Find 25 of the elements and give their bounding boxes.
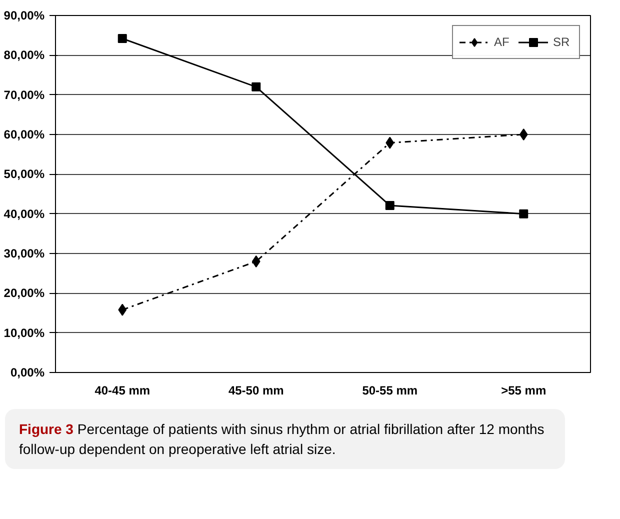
y-tick-label: 50,00% (4, 167, 45, 182)
y-tick-label: 70,00% (4, 88, 45, 102)
x-tick-label: 40-45 mm (94, 384, 150, 398)
point (118, 34, 127, 44)
y-tick-label: 20,00% (4, 286, 45, 300)
y-tick-label: 80,00% (4, 48, 45, 62)
y-tick-label: 40,00% (4, 206, 45, 221)
y-tick-label: 30,00% (4, 246, 45, 260)
legend-label: AF (494, 35, 510, 49)
point (252, 82, 261, 92)
y-tick-label: 10,00% (4, 326, 45, 340)
x-tick-label: 45-50 mm (228, 384, 284, 398)
point (118, 304, 127, 316)
y-tick-label: 90,00% (4, 8, 45, 22)
point (519, 209, 528, 218)
caption: Figure 3 Percentage of patients with sinus rhythm or atrial fibrillation after 12 months follow-up dependent on preoperative left atrial size. (5, 409, 565, 469)
point (252, 255, 260, 268)
legend-label: SR (553, 35, 571, 49)
x-tick-label: 50-55 mm (362, 384, 418, 398)
x-tick-label: >55 mm (501, 384, 546, 398)
point (519, 128, 528, 140)
y-tick-label: 0,00% (10, 366, 45, 380)
point (386, 136, 394, 149)
y-tick-label: 60,00% (4, 128, 45, 142)
point (385, 201, 394, 210)
